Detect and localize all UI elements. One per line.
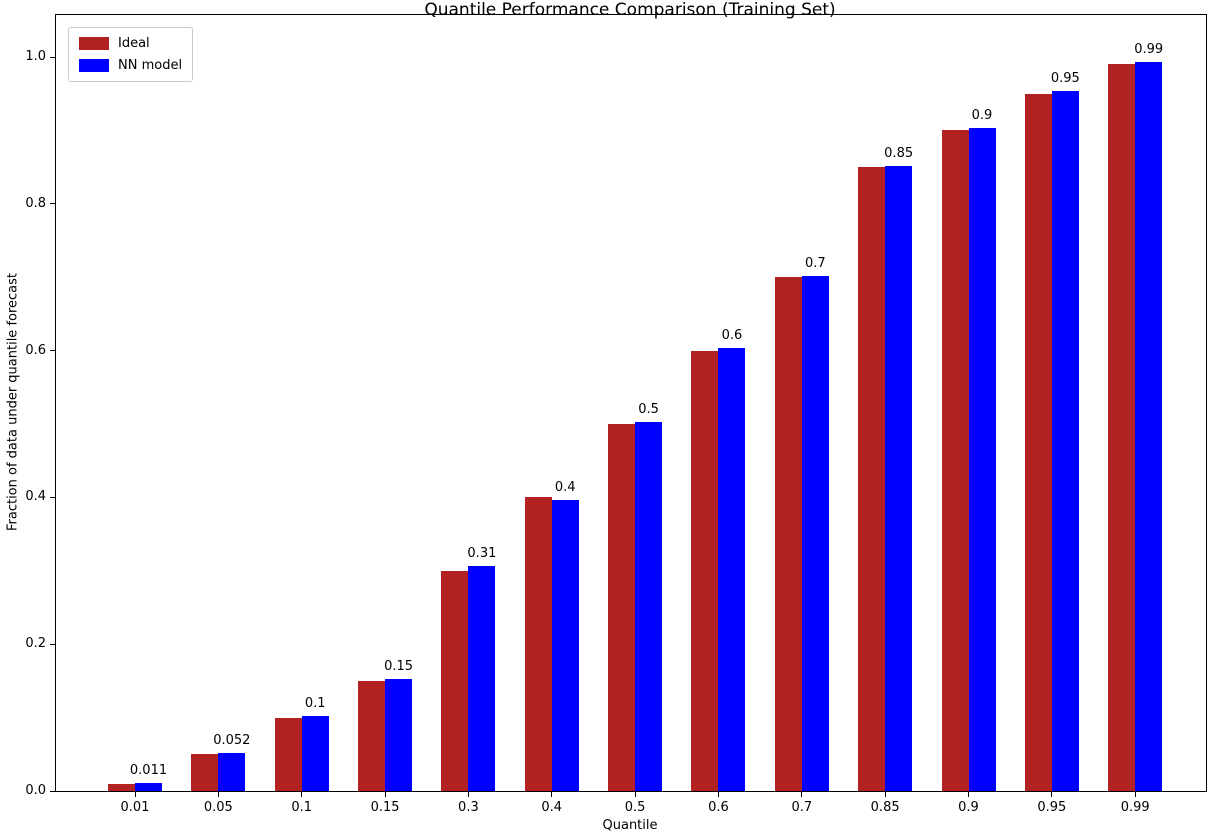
bar-value-label: 0.7: [804, 256, 826, 272]
y-tick-mark: [50, 350, 55, 352]
x-tick-mark: [717, 792, 719, 797]
bar-ideal-0.5: [608, 424, 636, 791]
bar-ideal-0.4: [524, 497, 552, 791]
bar-ideal-0.6: [691, 350, 719, 791]
x-tick-label: 0.5: [624, 800, 646, 815]
bar-value-label: 0.1: [304, 696, 326, 712]
bar-nn-model-0.15: [385, 679, 413, 791]
y-tick-label: 1.0: [25, 49, 46, 64]
bar-value-label: 0.31: [467, 546, 497, 562]
legend: Ideal NN model: [68, 27, 194, 82]
legend-swatch-ideal: [79, 37, 109, 50]
bar-ideal-0.01: [108, 783, 135, 791]
x-tick-mark: [384, 792, 386, 797]
x-tick-label: 0.05: [203, 800, 233, 815]
plot-area: 0.0 0.2 0.4 0.6 0.8 1.0 0.01 0.011 0.05 0.052 0.1 0…: [25, 14, 1207, 815]
y-tick-mark: [50, 203, 55, 205]
x-tick-label: 0.85: [870, 800, 900, 815]
x-tick-label: 0.6: [708, 800, 729, 815]
y-tick-label: 0.8: [25, 195, 46, 211]
x-tick-label: 0.99: [1120, 800, 1150, 815]
bar-value-label: 0.011: [129, 762, 168, 778]
x-tick-mark: [1051, 792, 1053, 797]
bar-value-label: 0.99: [1134, 42, 1164, 58]
bar-nn-model-0.01: [135, 782, 162, 791]
bar-nn-model-0.6: [718, 347, 746, 791]
bar-ideal-0.85: [858, 167, 886, 791]
bar-value-label: 0.95: [1050, 70, 1080, 86]
bar-ideal-0.15: [358, 680, 386, 791]
x-tick-mark: [301, 792, 303, 797]
bar-nn-model-0.9: [968, 128, 996, 791]
bar-ideal-0.7: [774, 277, 802, 791]
bar-ideal-0.99: [1108, 64, 1136, 791]
x-tick-label: 0.4: [541, 800, 563, 815]
x-tick-mark: [1134, 792, 1136, 797]
bar-nn-model-0.3: [468, 566, 496, 791]
legend-swatch-nn-model: [79, 59, 109, 72]
x-tick-label: 0.95: [1037, 800, 1067, 815]
x-tick-label: 0.15: [370, 800, 400, 815]
bar-ideal-0.9: [941, 130, 969, 791]
x-tick-mark: [884, 792, 886, 797]
bar-value-label: 0.85: [884, 145, 914, 161]
bar-value-label: 0.15: [384, 659, 414, 675]
bar-nn-model-0.05: [218, 752, 246, 791]
bar-ideal-0.05: [191, 754, 219, 791]
bar-ideal-0.3: [441, 570, 469, 791]
x-tick-mark: [217, 792, 219, 797]
bar-value-label: 0.5: [638, 401, 659, 417]
x-tick-mark: [467, 792, 469, 797]
legend-label-nn-model: NN model: [118, 58, 183, 73]
bar-value-label: 0.9: [971, 108, 993, 124]
bar-value-label: 0.6: [721, 327, 743, 343]
x-tick-label: 0.3: [458, 800, 479, 815]
x-tick-mark: [968, 792, 969, 797]
bar-nn-model-0.99: [1135, 62, 1163, 791]
y-tick-label: 0.6: [25, 342, 46, 358]
y-tick-mark: [50, 790, 55, 792]
legend-label-ideal: Ideal: [118, 36, 150, 51]
y-tick-mark: [50, 496, 55, 498]
bar-nn-model-0.7: [801, 276, 829, 791]
bar-value-label: 0.052: [213, 732, 251, 748]
legend-item-nn-model: NN model: [79, 58, 182, 73]
x-tick-mark: [634, 792, 636, 797]
x-tick-label: 0.9: [958, 800, 979, 815]
x-tick-label: 0.1: [291, 800, 313, 815]
bar-ideal-0.1: [274, 717, 302, 791]
bar-nn-model-0.1: [301, 716, 329, 791]
y-tick-label: 0.4: [25, 489, 46, 505]
legend-item-ideal: Ideal: [79, 36, 182, 51]
x-tick-mark: [551, 792, 553, 797]
bar-ideal-0.95: [1024, 93, 1052, 791]
x-tick-mark: [134, 792, 136, 797]
x-tick-mark: [801, 792, 803, 797]
x-tick-label: 0.01: [120, 800, 150, 815]
y-tick-label: 0.2: [25, 636, 46, 652]
bar-nn-model-0.95: [1051, 90, 1079, 791]
bar-nn-model-0.5: [635, 421, 663, 791]
y-tick-mark: [50, 56, 55, 58]
bar-nn-model-0.85: [885, 165, 913, 791]
bar-nn-model-0.4: [551, 499, 579, 791]
y-tick-label: 0.0: [25, 783, 46, 798]
x-axis-label: Quantile: [602, 818, 658, 833]
y-tick-mark: [50, 643, 55, 645]
bar-value-label: 0.4: [554, 479, 576, 495]
x-tick-label: 0.7: [791, 800, 813, 815]
